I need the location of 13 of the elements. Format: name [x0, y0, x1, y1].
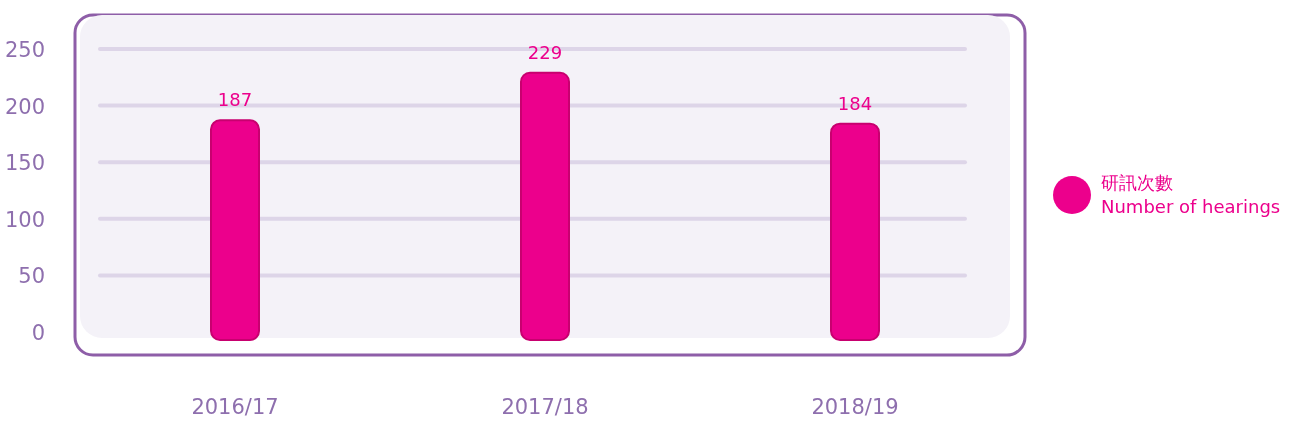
data-label: 229 [527, 41, 563, 63]
x-tick-label: 2017/18 [501, 395, 589, 419]
x-tick-label: 2018/19 [811, 395, 899, 419]
y-tick-label: 250 [4, 37, 45, 62]
data-label: 187 [217, 89, 253, 111]
y-tick-label: 150 [4, 151, 45, 176]
y-tick-label: 50 [18, 264, 45, 289]
data-label: 184 [837, 92, 873, 114]
y-tick-label: 200 [4, 94, 45, 119]
legend-label: 研訊次數 Number of hearings [1101, 172, 1281, 217]
y-tick-label: 0 [31, 321, 45, 345]
y-tick-label: 100 [4, 207, 45, 232]
x-tick-label: 2016/17 [191, 395, 279, 419]
